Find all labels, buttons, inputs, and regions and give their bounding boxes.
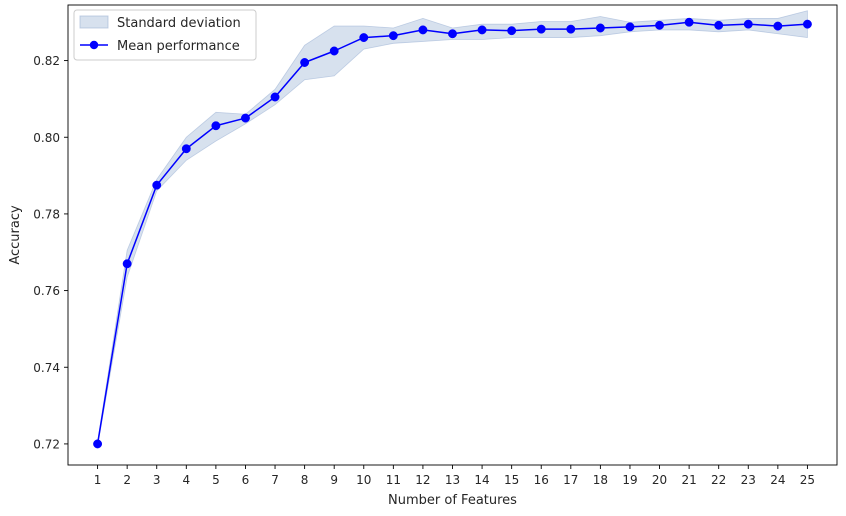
legend-swatch-std (79, 15, 109, 29)
plot-area (68, 5, 837, 465)
x-tick-label: 4 (182, 473, 190, 487)
legend-swatch-mean-marker (89, 40, 99, 50)
x-tick-label: 22 (711, 473, 726, 487)
x-tick-label: 23 (741, 473, 756, 487)
x-tick-label: 13 (445, 473, 460, 487)
data-point (181, 144, 191, 154)
x-tick-label: 25 (800, 473, 815, 487)
x-tick-label: 24 (770, 473, 785, 487)
data-point (802, 19, 812, 29)
y-tick-label: 0.82 (33, 54, 60, 68)
x-tick-label: 11 (386, 473, 401, 487)
x-tick-label: 5 (212, 473, 220, 487)
y-tick-label: 0.80 (33, 131, 60, 145)
x-tick-label: 7 (271, 473, 279, 487)
data-point (359, 33, 369, 43)
x-tick-label: 6 (242, 473, 250, 487)
x-tick-label: 19 (622, 473, 637, 487)
data-point (743, 19, 753, 29)
data-point (655, 20, 664, 30)
data-point (300, 58, 310, 67)
data-point (507, 26, 517, 36)
data-point (329, 46, 339, 56)
data-point (714, 20, 724, 30)
std-band-layer (97, 10, 808, 446)
data-point (388, 31, 398, 41)
x-tick-label: 18 (593, 473, 608, 487)
y-tick-label: 0.74 (33, 361, 60, 375)
x-tick-label: 1 (94, 473, 102, 487)
data-point (566, 24, 576, 34)
mean-line-layer (93, 17, 812, 449)
data-point (684, 17, 694, 27)
legend-label-mean: Mean performance (117, 39, 240, 54)
data-point (418, 25, 428, 35)
x-axis-label: Number of Features (388, 493, 517, 508)
x-tick-label: 9 (330, 473, 338, 487)
x-tick-label: 14 (474, 473, 489, 487)
legend: Standard deviation Mean performance (73, 9, 257, 61)
y-tick-label: 0.78 (33, 207, 60, 221)
data-point (152, 180, 162, 190)
x-tick-label: 17 (563, 473, 578, 487)
data-point (241, 113, 250, 123)
data-point (270, 92, 280, 102)
y-tick-label: 0.76 (33, 284, 60, 298)
x-tick-label: 21 (681, 473, 696, 487)
legend-box (73, 9, 257, 61)
data-point (211, 121, 221, 131)
data-point (536, 24, 546, 34)
x-tick-label: 12 (415, 473, 430, 487)
x-tick-label: 16 (534, 473, 549, 487)
x-tick-label: 10 (356, 473, 371, 487)
data-point (625, 22, 635, 32)
x-tick-label: 8 (301, 473, 309, 487)
x-tick-label: 2 (123, 473, 131, 487)
legend-label-std: Standard deviation (117, 16, 241, 31)
y-axis-ticks: 0.72 0.74 0.76 0.78 0.80 0.82 (33, 54, 68, 451)
data-point (93, 439, 103, 449)
std-band (97, 10, 808, 446)
x-tick-label: 20 (652, 473, 667, 487)
x-tick-label: 3 (153, 473, 161, 487)
data-point (122, 259, 132, 269)
plot-background (68, 5, 837, 465)
x-axis-ticks: 1 2 3 4 5 6 7 8 9 10 11 12 13 14 15 16 17 18 19 20 21 22 23 24 2… (94, 465, 815, 487)
x-tick-label: 15 (504, 473, 519, 487)
data-point (477, 25, 487, 35)
data-point (773, 21, 783, 31)
y-tick-label: 0.72 (33, 437, 60, 451)
data-point (448, 29, 457, 39)
data-point (595, 23, 605, 33)
y-axis-label: Accuracy (8, 205, 23, 265)
